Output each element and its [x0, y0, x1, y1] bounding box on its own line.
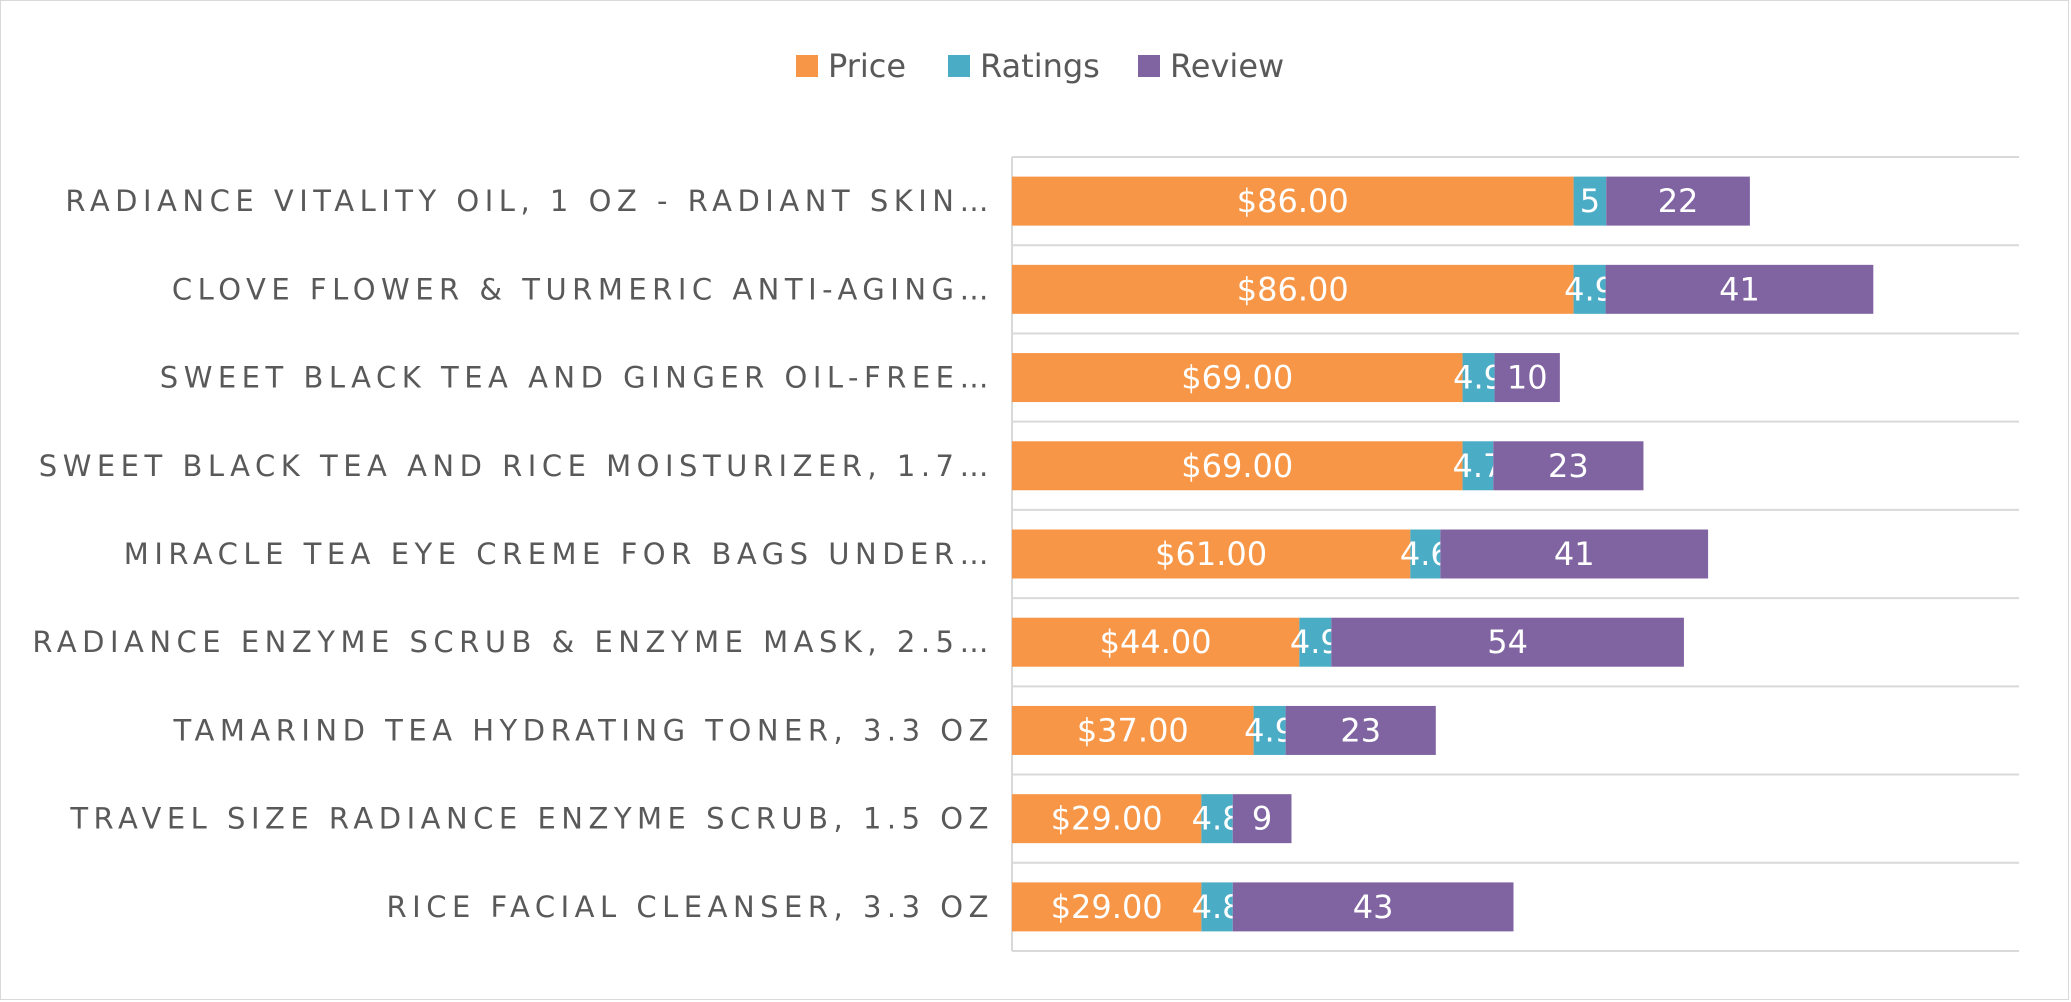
bar-review	[1493, 441, 1644, 491]
data-label-price: $86.00	[1237, 182, 1349, 220]
category-label: TRAVEL SIZE RADIANCE ENZYME SCRUB, 1.5 O…	[69, 802, 994, 836]
bar-review	[1494, 353, 1560, 403]
bar-ratings	[1299, 617, 1332, 667]
legend-label-ratings: Ratings	[980, 47, 1100, 85]
bar-ratings	[1573, 176, 1607, 226]
bar-review	[1232, 794, 1292, 844]
category-label: SWEET BLACK TEA AND RICE MOISTURIZER, 1.…	[39, 449, 994, 483]
data-label-review: 54	[1487, 623, 1528, 661]
data-label-price: $86.00	[1237, 270, 1349, 308]
data-label-review: 23	[1340, 711, 1381, 749]
data-label-price: $37.00	[1077, 711, 1189, 749]
bar-price	[1012, 529, 1411, 579]
category-label: SWEET BLACK TEA AND GINGER OIL-FREE…	[160, 361, 994, 395]
legend-swatch-ratings	[948, 55, 970, 77]
legend: Price Ratings Review	[796, 47, 1284, 85]
data-label-review: 23	[1548, 447, 1589, 485]
bar-price	[1012, 617, 1300, 667]
category-label: RADIANCE ENZYME SCRUB & ENZYME MASK, 2.5…	[32, 625, 994, 659]
bar-review	[1606, 176, 1750, 226]
bar-review	[1440, 529, 1709, 579]
bar-ratings	[1462, 441, 1494, 491]
bar-review	[1331, 617, 1684, 667]
data-label-review: 10	[1507, 359, 1548, 397]
bar-ratings	[1462, 353, 1495, 403]
bar-price	[1012, 705, 1254, 755]
data-label-review: 22	[1658, 182, 1699, 220]
data-label-review: 41	[1554, 535, 1595, 573]
category-label: RICE FACIAL CLEANSER, 3.3 OZ	[387, 890, 994, 924]
category-label: CLOVE FLOWER & TURMERIC ANTI-AGING…	[172, 272, 994, 306]
data-label-price: $69.00	[1181, 447, 1293, 485]
legend-swatch-price	[796, 55, 818, 77]
gridlines	[1012, 156, 2019, 952]
legend-label-review: Review	[1170, 47, 1284, 85]
bar-price	[1012, 176, 1574, 226]
data-label-price: $69.00	[1181, 359, 1293, 397]
bar-review	[1232, 882, 1514, 932]
category-label: TAMARIND TEA HYDRATING TONER, 3.3 OZ	[173, 713, 994, 747]
bar-review	[1285, 705, 1436, 755]
bar-review	[1605, 264, 1874, 314]
data-label-ratings: 5	[1580, 182, 1600, 220]
category-labels: RADIANCE VITALITY OIL, 1 OZ - RADIANT SK…	[32, 184, 994, 924]
data-label-review: 41	[1719, 270, 1760, 308]
bar-price	[1012, 882, 1202, 932]
bar-ratings	[1253, 705, 1286, 755]
data-label-review: 9	[1252, 800, 1272, 838]
bar-price	[1012, 353, 1463, 403]
bar-ratings	[1573, 264, 1606, 314]
bars: $86.00 5 22$86.00 4.9 41$69.00 4.9 10$69.00 4.7…	[1012, 176, 1874, 932]
bar-price	[1012, 794, 1202, 844]
data-label-price: $29.00	[1051, 888, 1163, 926]
data-label-price: $44.00	[1100, 623, 1212, 661]
legend-label-price: Price	[828, 47, 906, 85]
bar-ratings	[1201, 882, 1233, 932]
data-label-price: $61.00	[1155, 535, 1267, 573]
bar-price	[1012, 264, 1574, 314]
bar-ratings	[1201, 794, 1233, 844]
category-label: MIRACLE TEA EYE CREME FOR BAGS UNDER…	[124, 537, 994, 571]
legend-swatch-review	[1138, 55, 1160, 77]
data-label-price: $29.00	[1051, 800, 1163, 838]
bar-price	[1012, 441, 1463, 491]
bar-ratings	[1410, 529, 1441, 579]
category-label: RADIANCE VITALITY OIL, 1 OZ - RADIANT SK…	[65, 184, 994, 218]
data-label-review: 43	[1353, 888, 1394, 926]
